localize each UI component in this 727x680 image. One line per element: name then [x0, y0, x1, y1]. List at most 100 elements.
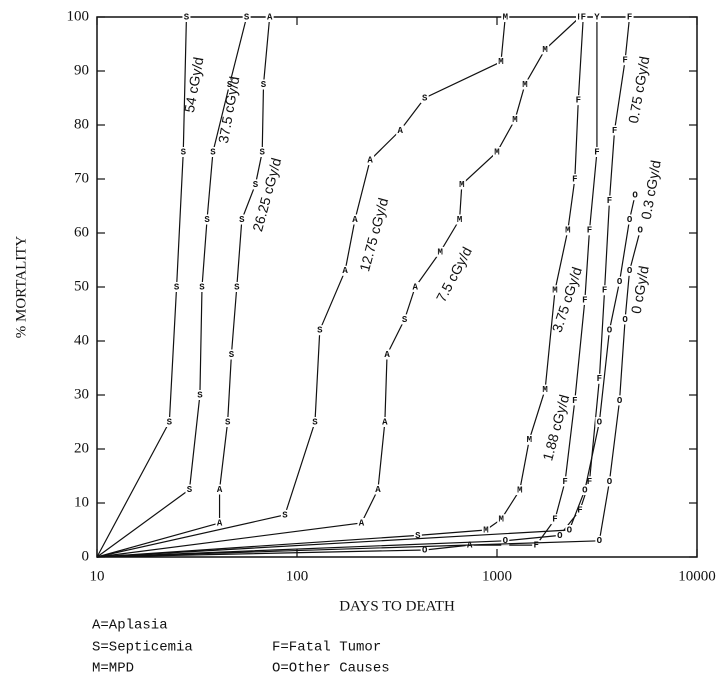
marker-bg	[215, 484, 224, 495]
marker-bg	[585, 476, 594, 487]
data-marker: S	[317, 326, 323, 336]
marker-bg	[510, 114, 519, 125]
marker-bg	[541, 44, 550, 55]
marker-bg	[625, 214, 634, 225]
series-line	[96, 16, 248, 558]
data-marker: F	[587, 226, 592, 236]
marker-bg	[373, 484, 382, 495]
data-marker: M	[457, 215, 462, 225]
data-marker: S	[225, 417, 231, 427]
data-marker: F	[572, 396, 577, 406]
data-marker: O	[567, 525, 573, 535]
marker-bg	[600, 285, 609, 296]
data-marker: F	[587, 477, 592, 487]
marker-bg	[182, 12, 191, 22]
marker-bg	[341, 265, 350, 276]
data-marker: M	[527, 435, 532, 445]
marker-bg	[208, 147, 217, 157]
data-marker: S	[229, 350, 235, 360]
marker-bg	[481, 525, 490, 535]
data-marker: S	[239, 215, 245, 225]
marker-bg	[172, 282, 181, 292]
marker-bg	[420, 544, 429, 555]
data-marker: F	[602, 286, 607, 296]
data-marker: F	[533, 540, 538, 550]
y-axis-label: % MORTALITY	[13, 236, 29, 339]
y-tick-label: 80	[74, 116, 89, 132]
legend-entry: O=Other Causes	[272, 661, 390, 675]
data-marker: A	[382, 417, 388, 427]
data-marker: O	[597, 417, 603, 427]
data-marker: M	[512, 115, 517, 125]
data-marker: M	[503, 12, 508, 22]
marker-bg	[366, 155, 375, 166]
y-tick-label: 70	[74, 170, 89, 186]
curve-label: 0.3 cGy/d	[638, 159, 664, 221]
data-marker: A	[352, 215, 358, 225]
data-marker: F	[552, 515, 557, 525]
y-tick-label: 50	[74, 278, 89, 294]
marker-bg	[579, 12, 588, 22]
marker-bg	[570, 174, 579, 184]
data-marker: O	[627, 266, 633, 276]
data-marker: S	[184, 12, 190, 22]
curve-label: 1.88 cGy/d	[539, 393, 572, 463]
data-marker: F	[612, 126, 617, 136]
data-marker: F	[562, 477, 567, 487]
marker-bg	[541, 384, 550, 395]
y-tick-label: 90	[74, 62, 89, 78]
data-marker: S	[167, 417, 173, 427]
data-marker: A	[217, 485, 223, 495]
marker-bg	[455, 214, 464, 225]
marker-bg	[585, 225, 594, 236]
data-marker: O	[632, 191, 638, 201]
marker-bg	[621, 55, 630, 66]
data-marker: M	[499, 515, 504, 525]
marker-bg	[436, 246, 445, 257]
marker-bg	[242, 12, 251, 22]
data-marker: M	[437, 247, 442, 257]
data-marker: F	[582, 295, 587, 305]
marker-bg	[259, 79, 268, 90]
marker-bg	[636, 225, 645, 236]
marker-bg	[555, 530, 564, 541]
marker-bg	[595, 417, 604, 427]
data-marker: A	[384, 350, 390, 360]
y-tick-label: 40	[74, 332, 89, 348]
x-tick-label: 100	[286, 568, 309, 584]
marker-bg	[497, 514, 506, 525]
marker-bg	[610, 125, 619, 136]
marker-bg	[198, 282, 207, 292]
marker-bg	[595, 535, 604, 546]
marker-bg	[605, 325, 614, 336]
data-marker: A	[397, 126, 403, 136]
marker-bg	[520, 79, 529, 90]
data-marker: F	[577, 505, 582, 515]
marker-bg	[420, 93, 429, 103]
marker-bg	[570, 395, 579, 406]
data-marker: S	[181, 147, 187, 157]
marker-bg	[501, 535, 510, 546]
data-marker: O	[617, 396, 623, 406]
data-marker: A	[217, 518, 223, 528]
y-tick-label: 100	[67, 8, 90, 24]
data-marker: A	[359, 518, 365, 528]
marker-bg	[501, 12, 510, 22]
marker-bg	[185, 484, 194, 495]
data-marker: S	[199, 282, 205, 292]
data-marker: S	[415, 531, 421, 541]
marker-bg	[580, 485, 589, 496]
marker-bg	[592, 12, 601, 22]
x-tick-label: 10000	[678, 568, 716, 584]
marker-bg	[227, 349, 236, 360]
data-marker: O	[607, 326, 613, 336]
data-marker: S	[187, 485, 193, 495]
marker-bg	[457, 179, 466, 190]
data-marker: O	[557, 531, 563, 541]
curve-label: 26.25 cGy/d	[249, 156, 284, 233]
marker-bg	[575, 505, 584, 516]
data-marker: O	[597, 536, 603, 546]
data-marker: M	[459, 180, 464, 190]
marker-bg	[411, 282, 420, 292]
